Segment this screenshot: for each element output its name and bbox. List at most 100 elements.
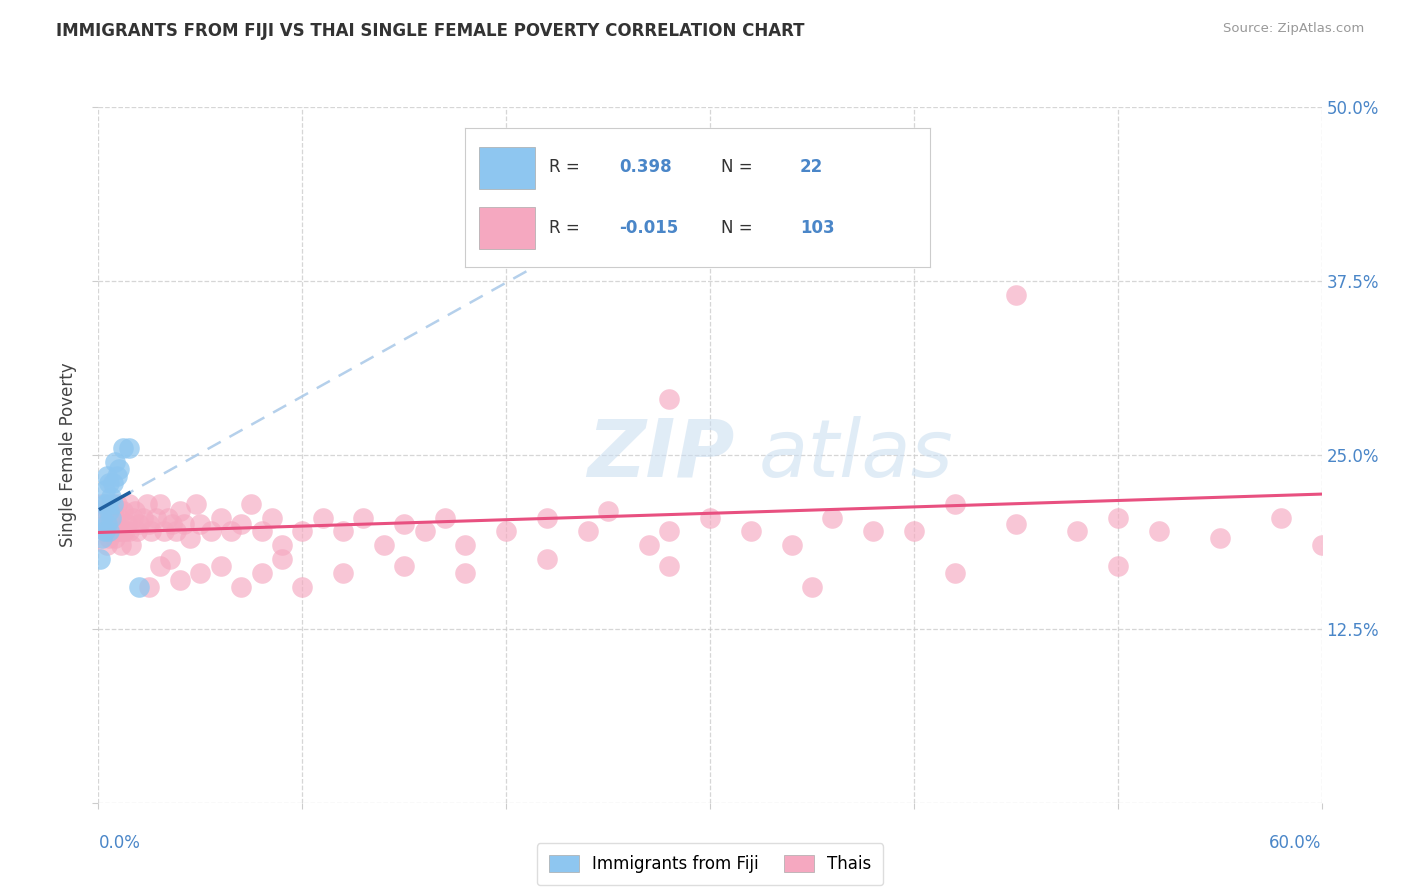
- Point: [152, 524, 174, 539]
- Point: [96, 538, 118, 552]
- Point: [145, 510, 167, 524]
- Point: [219, 524, 242, 539]
- Point: [270, 538, 294, 552]
- Point: [332, 524, 354, 539]
- Point: [454, 538, 477, 552]
- Point: [101, 497, 124, 511]
- Point: [1004, 288, 1026, 302]
- Point: [231, 517, 253, 532]
- Point: [100, 517, 122, 532]
- Point: [105, 468, 128, 483]
- Point: [260, 510, 283, 524]
- Point: [638, 538, 661, 552]
- Point: [291, 524, 314, 539]
- Point: [250, 524, 273, 539]
- Point: [93, 483, 115, 497]
- Point: [115, 517, 138, 532]
- Point: [332, 566, 354, 581]
- Point: [104, 510, 127, 524]
- Point: [536, 552, 558, 566]
- Point: [209, 510, 232, 524]
- Point: [122, 510, 145, 524]
- Text: atlas: atlas: [759, 416, 953, 494]
- Text: 60.0%: 60.0%: [1270, 834, 1322, 852]
- Point: [373, 538, 395, 552]
- Point: [392, 559, 416, 574]
- Point: [209, 559, 232, 574]
- Point: [93, 517, 115, 532]
- Point: [291, 580, 314, 594]
- Point: [188, 566, 212, 581]
- Point: [104, 532, 127, 546]
- Point: [149, 559, 172, 574]
- Y-axis label: Single Female Poverty: Single Female Poverty: [59, 363, 77, 547]
- Point: [93, 524, 115, 539]
- Point: [434, 510, 457, 524]
- Point: [118, 497, 141, 511]
- Point: [97, 510, 120, 524]
- Point: [96, 497, 118, 511]
- Point: [108, 510, 131, 524]
- Point: [231, 580, 253, 594]
- Point: [97, 532, 120, 546]
- Point: [149, 497, 172, 511]
- Point: [943, 497, 966, 511]
- Point: [105, 524, 128, 539]
- Point: [495, 524, 517, 539]
- Point: [699, 510, 721, 524]
- Point: [352, 510, 374, 524]
- Point: [118, 524, 141, 539]
- Point: [111, 524, 134, 539]
- Point: [658, 392, 681, 407]
- Point: [392, 517, 416, 532]
- Point: [124, 503, 146, 517]
- Point: [740, 524, 762, 539]
- Point: [104, 455, 127, 469]
- Point: [132, 510, 155, 524]
- Point: [136, 497, 159, 511]
- Point: [160, 517, 183, 532]
- Text: Source: ZipAtlas.com: Source: ZipAtlas.com: [1223, 22, 1364, 36]
- Point: [240, 497, 263, 511]
- Point: [658, 559, 681, 574]
- Point: [186, 497, 208, 511]
- Point: [91, 497, 114, 511]
- Point: [110, 538, 132, 552]
- Point: [821, 510, 844, 524]
- Point: [100, 510, 122, 524]
- Point: [454, 566, 477, 581]
- Point: [159, 552, 181, 566]
- Point: [165, 524, 187, 539]
- Point: [105, 497, 128, 511]
- Point: [93, 497, 115, 511]
- Point: [169, 573, 191, 587]
- Point: [1209, 532, 1232, 546]
- Point: [96, 503, 118, 517]
- Point: [943, 566, 966, 581]
- Point: [100, 497, 122, 511]
- Point: [780, 538, 803, 552]
- Point: [96, 468, 118, 483]
- Point: [108, 462, 131, 476]
- Point: [120, 538, 142, 552]
- Point: [1147, 524, 1170, 539]
- Point: [1107, 559, 1129, 574]
- Point: [1270, 510, 1292, 524]
- Point: [862, 524, 884, 539]
- Point: [188, 517, 212, 532]
- Text: 0.0%: 0.0%: [98, 834, 141, 852]
- Point: [93, 524, 115, 539]
- Point: [413, 524, 436, 539]
- Point: [169, 503, 191, 517]
- Point: [699, 169, 721, 184]
- Point: [658, 524, 681, 539]
- Point: [128, 517, 150, 532]
- Point: [200, 524, 222, 539]
- Point: [111, 441, 134, 455]
- Point: [179, 532, 201, 546]
- Text: ZIP: ZIP: [588, 416, 734, 494]
- Point: [270, 552, 294, 566]
- Point: [101, 475, 124, 490]
- Point: [127, 524, 149, 539]
- Point: [108, 524, 131, 539]
